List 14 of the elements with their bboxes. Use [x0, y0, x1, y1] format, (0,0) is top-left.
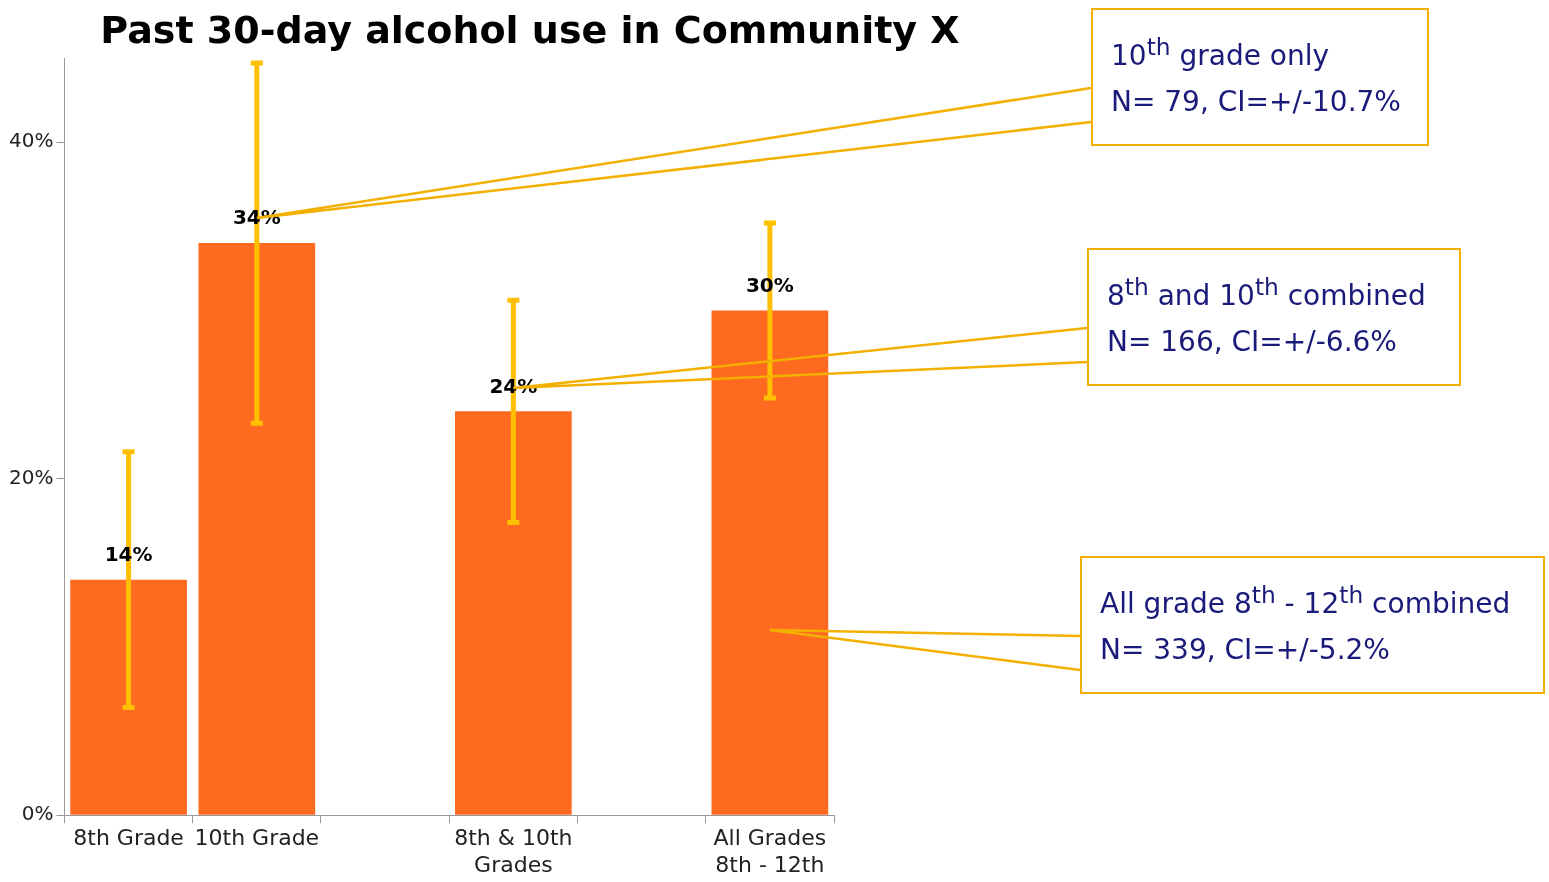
- bar: [198, 243, 316, 815]
- chart-title: Past 30-day alcohol use in Community X: [99, 8, 961, 52]
- text: 8$^{th}$ and 10$^{th}$ combined N= 166, CI=+/-6.6%: [1087, 248, 1461, 386]
- y-tick-label: 40%: [9, 128, 54, 153]
- y-tick-label: 0%: [21, 801, 54, 826]
- x-tick-label: 8th Grade: [73, 825, 184, 851]
- x-tick-label: All Grades 8th - 12th: [713, 825, 827, 877]
- text: 10$^{th}$ grade only N= 79, CI=+/-10.7%: [1091, 8, 1429, 146]
- text: All grade 8$^{th}$ - 12$^{th}$ combined N= 339, CI=+/-5.2%: [1080, 556, 1545, 694]
- x-tick-label: 10th Grade: [194, 825, 320, 851]
- x-tick-label: 8th & 10th Grades: [454, 825, 573, 877]
- bar: [711, 310, 829, 815]
- y-tick-label: 20%: [9, 464, 54, 489]
- bar: [455, 411, 572, 815]
